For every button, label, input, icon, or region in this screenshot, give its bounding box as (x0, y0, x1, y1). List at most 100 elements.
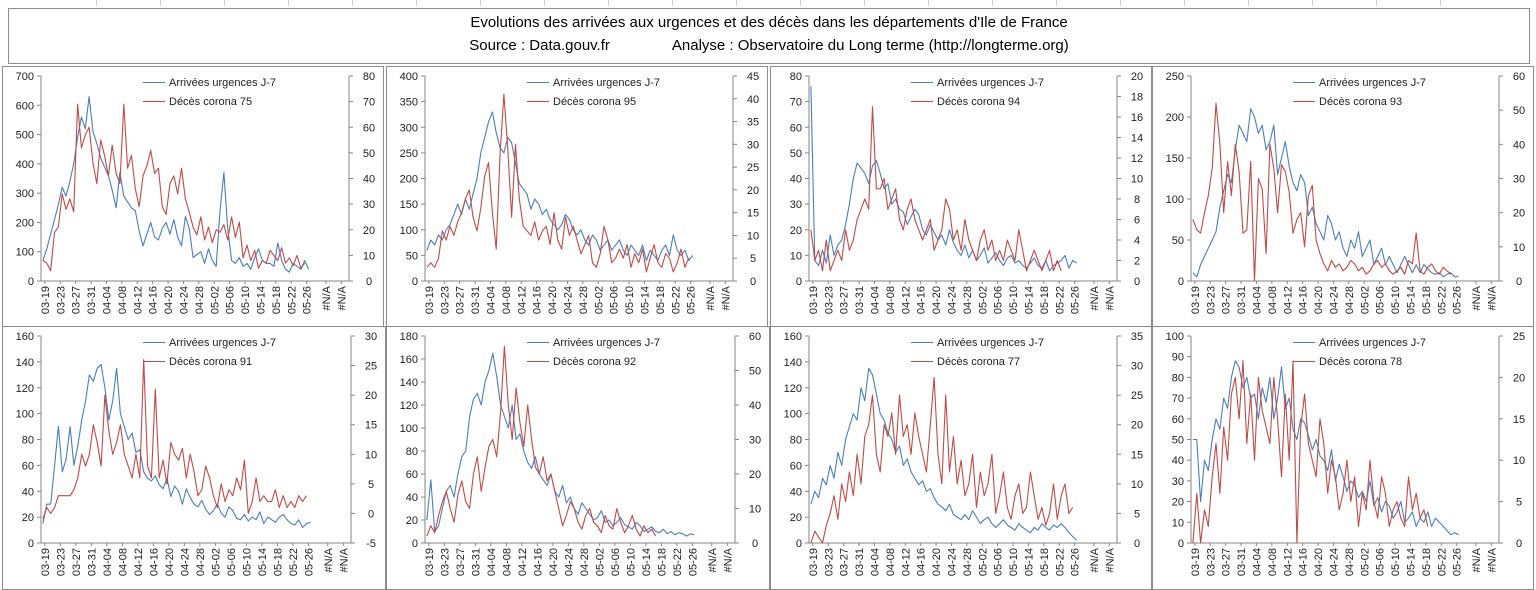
right-tick-label: 30 (749, 435, 761, 447)
x-tick-label: 03-27 (71, 286, 83, 314)
legend-item-urgences: Arrivées urgences J-7 (143, 77, 276, 96)
left-tick-label: 60 (790, 122, 802, 134)
legend-swatch (527, 360, 549, 362)
gridline-mark (672, 0, 673, 6)
x-tick-label: 05-26 (303, 548, 315, 576)
x-tick-label: 03-27 (839, 286, 851, 314)
x-tick-label: 04-20 (547, 286, 559, 314)
legend-label: Décès corona 93 (1319, 96, 1403, 108)
x-tick-label: 03-19 (40, 548, 52, 576)
legend-swatch (1293, 100, 1315, 102)
x-tick-label: 03-23 (1205, 548, 1217, 576)
x-tick-label: 05-06 (993, 548, 1005, 576)
left-tick-label: 120 (16, 383, 34, 395)
x-tick-label: 05-02 (977, 286, 989, 314)
x-tick-label: 05-18 (655, 286, 667, 314)
legend-swatch (911, 100, 933, 102)
right-tick-label: 8 (1134, 194, 1140, 206)
legend-swatch (143, 341, 165, 343)
legend-item-deces: Décès corona 94 (911, 96, 1044, 115)
x-tick-label: 05-10 (1008, 548, 1020, 576)
series-urgences-line (810, 367, 1077, 541)
right-tick-label: 4 (1134, 235, 1140, 247)
x-tick-label: 04-24 (563, 548, 575, 576)
legend-item-deces: Décès corona 93 (1293, 96, 1426, 115)
x-tick-label: 04-20 (1313, 286, 1325, 314)
left-tick-label: 100 (784, 409, 802, 421)
x-tick-label: 04-24 (946, 548, 958, 576)
x-tick-label: 05-06 (610, 548, 622, 576)
left-tick-label: 40 (406, 492, 418, 504)
gridline-mark (352, 0, 353, 6)
chart-title: Evolutions des arrivées aux urgences et … (470, 14, 1068, 31)
x-tick-label: 05-18 (271, 286, 283, 314)
x-tick-label: 04-08 (885, 286, 897, 314)
legend-item-urgences: Arrivées urgences J-7 (527, 77, 660, 96)
right-tick-label: 25 (365, 361, 377, 373)
chart-panel-78: 0 10 20 30 40 50 60 70 80 90 100 0 5 10 15 20 25 03-19 03-… (1152, 326, 1534, 590)
x-tick-label: #N/A (321, 285, 333, 310)
x-tick-label: 03-19 (1190, 548, 1202, 576)
left-tick-label: 50 (406, 250, 418, 262)
left-tick-label: 70 (1172, 393, 1184, 405)
x-tick-label: 05-02 (593, 286, 605, 314)
x-tick-label: 03-19 (808, 286, 820, 314)
series-deces-line (426, 93, 690, 273)
right-tick-label: 18 (1131, 92, 1143, 104)
left-tick-label: 0 (28, 538, 34, 550)
series-urgences-line (42, 363, 311, 529)
left-tick-label: 0 (796, 538, 802, 550)
legend-label: Arrivées urgences J-7 (169, 337, 276, 349)
x-tick-label: 04-28 (195, 548, 207, 576)
left-tick-label: 20 (22, 512, 34, 524)
series-deces-line (42, 103, 306, 272)
left-tick-label: 140 (16, 357, 34, 369)
left-tick-label: 0 (412, 538, 418, 550)
right-tick-label: 25 (747, 162, 759, 174)
source-label: Source : Data.gouv.fr (469, 37, 610, 54)
x-tick-label: 04-12 (133, 548, 145, 576)
left-tick-label: 60 (790, 460, 802, 472)
gridline-mark (864, 0, 865, 6)
right-tick-label: 30 (1131, 361, 1143, 373)
legend-label: Décès corona 95 (553, 96, 637, 108)
gridline-mark (1056, 0, 1057, 6)
left-tick-label: 400 (16, 159, 34, 171)
x-tick-label: #N/A (1089, 547, 1101, 572)
series-urgences-line (426, 111, 694, 262)
right-tick-label: 10 (363, 250, 375, 262)
right-tick-label: 10 (1513, 455, 1525, 467)
right-tick-label: 20 (1131, 71, 1143, 83)
left-tick-label: 0 (796, 276, 802, 288)
right-tick-label: 16 (1131, 112, 1143, 124)
x-tick-label: 05-06 (225, 286, 237, 314)
chart-panel-92: 0 20 40 60 80 100 120 140 160 180 0 10 20 30 40 50 60 03-… (386, 326, 770, 590)
right-tick-label: 20 (1513, 208, 1525, 220)
left-tick-label: 50 (1172, 235, 1184, 247)
legend-swatch (143, 81, 165, 83)
series-urgences-line (1192, 108, 1459, 278)
right-tick-label: 5 (1134, 508, 1140, 520)
left-tick-label: 250 (1166, 71, 1184, 83)
right-tick-label: 30 (747, 139, 759, 151)
left-tick-label: 0 (412, 276, 418, 288)
x-tick-label: 03-27 (455, 548, 467, 576)
right-tick-label: 15 (1513, 414, 1525, 426)
x-tick-label: 04-20 (548, 548, 560, 576)
x-tick-label: 04-04 (869, 286, 881, 314)
chart-panel-93: 0 50 100 150 200 250 0 10 20 30 40 50 60 03-19 03-23 03… (1152, 66, 1534, 328)
legend-item-deces: Décès corona 95 (527, 96, 660, 115)
x-tick-label: 05-14 (641, 548, 653, 576)
x-tick-label: 05-14 (255, 286, 267, 314)
left-tick-label: 150 (1166, 153, 1184, 165)
x-tick-label: 05-22 (672, 548, 684, 576)
x-tick-label: 03-31 (86, 286, 98, 314)
x-tick-label: 04-04 (102, 548, 114, 576)
x-tick-label: 03-19 (424, 548, 436, 576)
legend-label: Décès corona 92 (553, 356, 637, 368)
legend-92: Arrivées urgences J-7 Décès corona 92 (527, 337, 660, 375)
x-tick-label: 04-20 (163, 286, 175, 314)
left-tick-label: 100 (16, 409, 34, 421)
right-tick-label: 15 (747, 208, 759, 220)
x-tick-label: #N/A (720, 285, 732, 310)
